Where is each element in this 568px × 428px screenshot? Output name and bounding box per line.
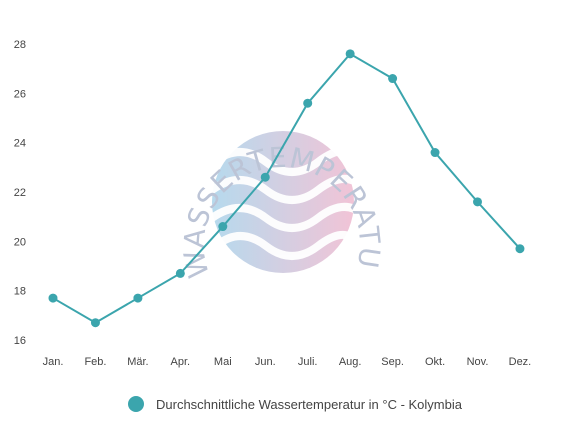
x-tick-label: Mär.: [127, 356, 148, 368]
watermark: WASSERTEMPERATUR.ORG: [0, 0, 386, 281]
x-tick-label: Sep.: [381, 356, 404, 368]
x-axis-ticks: Jan. Feb. Mär. Apr. Mai Jun. Juli. Aug. Sep. Okt.…: [43, 356, 532, 368]
y-tick-label: 24: [14, 138, 26, 150]
y-tick-label: 22: [14, 187, 26, 199]
legend[interactable]: Durchschnittliche Wassertemperatur in °C…: [128, 396, 463, 412]
x-tick-label: Feb.: [84, 356, 106, 368]
x-tick-label: Okt.: [425, 356, 445, 368]
x-tick-label: Jun.: [255, 356, 276, 368]
y-tick-label: 26: [14, 88, 26, 100]
data-point[interactable]: [133, 293, 143, 303]
y-tick-label: 18: [14, 286, 26, 298]
legend-marker: [128, 396, 144, 412]
series-line: [52, 52, 521, 324]
data-point[interactable]: [515, 244, 525, 254]
x-tick-label: Nov.: [467, 356, 489, 368]
series-layer: [48, 49, 525, 328]
x-tick-label: Aug.: [339, 356, 362, 368]
x-tick-label: Apr.: [171, 356, 191, 368]
legend-label: Durchschnittliche Wassertemperatur in °C…: [156, 397, 463, 412]
data-point[interactable]: [175, 268, 185, 278]
data-point[interactable]: [90, 318, 100, 328]
x-tick-label: Jan.: [43, 356, 64, 368]
x-tick-label: Juli.: [298, 356, 318, 368]
y-tick-label: 20: [14, 236, 26, 248]
data-point[interactable]: [473, 197, 482, 207]
x-tick-label: Dez.: [509, 356, 532, 368]
data-point[interactable]: [388, 74, 398, 84]
data-point[interactable]: [48, 293, 58, 303]
y-axis-ticks: 16 18 20 22 24 26 28: [14, 39, 26, 347]
data-point[interactable]: [345, 49, 355, 59]
data-point[interactable]: [430, 148, 440, 158]
data-point[interactable]: [218, 222, 228, 232]
data-point[interactable]: [303, 98, 313, 108]
x-tick-label: Mai: [214, 356, 232, 368]
data-point[interactable]: [260, 172, 270, 182]
y-tick-label: 28: [14, 39, 26, 51]
y-tick-label: 16: [14, 335, 26, 347]
